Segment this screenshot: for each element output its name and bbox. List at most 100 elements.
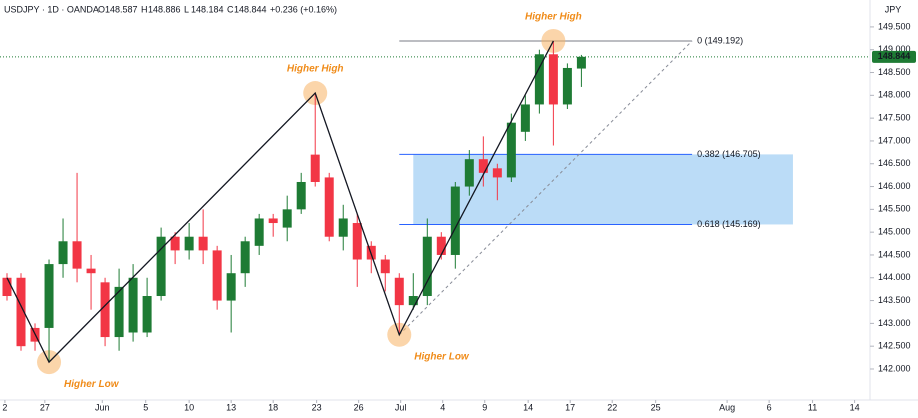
price-tag: [872, 50, 916, 63]
candle-body: [282, 209, 292, 228]
candle-body: [86, 268, 96, 274]
annotation: Higher High: [525, 12, 582, 23]
x-tick-label: 23: [312, 402, 322, 412]
x-tick-label: Jun: [95, 402, 110, 412]
candle-body: [450, 186, 460, 255]
y-tick-label: 144.000: [878, 272, 911, 282]
candle-body: [114, 286, 124, 338]
x-tick-label: Aug: [719, 402, 735, 412]
candle-body: [520, 104, 530, 132]
y-tick-label: 144.500: [878, 249, 911, 259]
ohlc-value: 148.886: [148, 4, 181, 14]
y-tick-label: 148.000: [878, 90, 911, 100]
x-tick-label: 9: [482, 402, 487, 412]
candle-body: [44, 264, 54, 328]
annotation: Higher Low: [64, 379, 120, 390]
x-tick-label: 2: [2, 402, 7, 412]
candle-body: [296, 181, 306, 210]
y-tick-label: 142.000: [878, 363, 911, 373]
candle-body: [58, 241, 68, 265]
y-tick-label: 145.500: [878, 204, 911, 214]
candle-body: [128, 277, 138, 333]
y-tick-label: 148.500: [878, 67, 911, 77]
candle-body: [464, 159, 474, 187]
candle-body: [156, 236, 166, 297]
candle-body: [408, 296, 418, 306]
ohlc-key: C: [227, 4, 234, 14]
x-tick-label: 26: [354, 402, 364, 412]
y-tick-label: 143.500: [878, 295, 911, 305]
ohlc-value: 148.844: [234, 4, 267, 14]
candle-body: [268, 218, 278, 224]
candle-body: [72, 241, 82, 269]
candle-body: [422, 236, 432, 297]
x-tick-label: 4: [440, 402, 445, 412]
ohlc-key: H: [141, 4, 148, 14]
y-tick-label: 146.000: [878, 181, 911, 191]
candle-body: [562, 67, 572, 105]
symbol: USDJPY · 1D · OANDA: [4, 4, 99, 14]
candle-body: [100, 282, 110, 338]
x-tick-label: 18: [268, 402, 278, 412]
ohlc-key: O: [98, 4, 105, 14]
y-tick-label: 145.000: [878, 227, 911, 237]
y-tick-label: 149.500: [878, 21, 911, 31]
x-tick-label: 22: [607, 402, 617, 412]
candle-body: [226, 273, 236, 301]
swing-line: [6, 40, 554, 364]
y-tick-label: 146.500: [878, 158, 911, 168]
candle-body: [198, 236, 208, 251]
x-tick-label: 17: [565, 402, 575, 412]
candle-body: [16, 277, 26, 347]
x-tick-label: Jul: [395, 402, 407, 412]
x-tick-label: 6: [767, 402, 772, 412]
x-tick-label: 14: [523, 402, 533, 412]
candle-body: [2, 277, 12, 297]
candle-body: [240, 241, 250, 274]
candle-body: [506, 122, 516, 178]
candle-body: [324, 177, 334, 237]
price-tag-label: 148.844: [878, 51, 911, 61]
currency: JPY: [885, 4, 902, 14]
x-tick-label: 13: [226, 402, 236, 412]
ohlc-key: L: [184, 4, 189, 14]
ohlc-value: 148.184: [191, 4, 224, 14]
candle-body: [352, 223, 362, 260]
fib-zone: [413, 154, 793, 225]
candle-body: [184, 236, 194, 251]
fib-label: 0.618 (145.169): [697, 219, 761, 229]
y-tick-label: 149.000: [878, 44, 911, 54]
candle-body: [254, 218, 264, 246]
legend: USDJPY · 1D · OANDA: [4, 4, 99, 14]
y-tick-label: 147.500: [878, 113, 911, 123]
fib-label: 0 (149.192): [697, 35, 743, 45]
candle-body: [478, 159, 488, 173]
x-tick-label: 14: [850, 402, 860, 412]
change: +0.236 (+0.16%): [270, 4, 337, 14]
x-tick-label: 27: [40, 402, 50, 412]
candle-body: [534, 54, 544, 105]
y-tick-label: 147.000: [878, 135, 911, 145]
ohlc-value: 148.587: [105, 4, 138, 14]
y-tick-label: 143.000: [878, 318, 911, 328]
fib-label: 0.382 (146.705): [697, 149, 761, 159]
y-tick-label: 142.500: [878, 341, 911, 351]
candle-body: [492, 168, 502, 178]
candle-body: [380, 259, 390, 274]
candle-body: [170, 236, 180, 251]
candle-body: [436, 236, 446, 255]
candle-body: [212, 250, 222, 301]
candle-body: [394, 277, 404, 306]
x-tick-label: 25: [651, 402, 661, 412]
plot: 0 (149.192) 0.382 (146.705) 0.618 (145.169…: [0, 12, 870, 390]
x-tick-label: 5: [143, 402, 148, 412]
candle-body: [576, 56, 586, 69]
x-tick-label: 10: [184, 402, 194, 412]
candle-body: [338, 218, 348, 237]
candle-body: [548, 54, 558, 105]
annotation: Higher Low: [414, 351, 470, 362]
candle-body: [142, 296, 152, 333]
candle-body: [310, 154, 320, 182]
annotation: Higher High: [287, 64, 344, 75]
